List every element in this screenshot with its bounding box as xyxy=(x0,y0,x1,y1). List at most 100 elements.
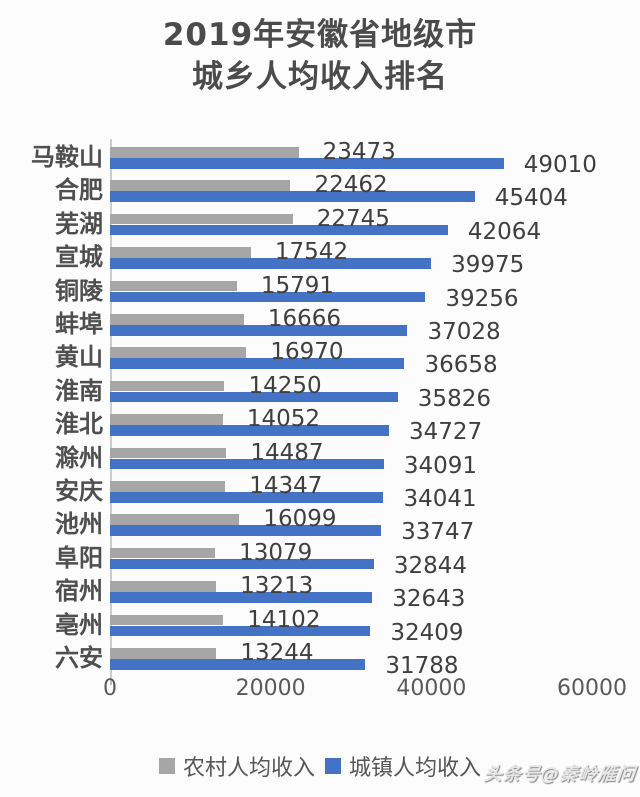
city-label: 宿州 xyxy=(55,577,103,606)
urban-bar xyxy=(110,425,389,436)
city-label: 马鞍山 xyxy=(31,143,103,171)
bar-row: 阜阳 13079 32844 xyxy=(0,539,640,579)
rural-value-label: 22745 xyxy=(316,205,390,232)
rural-bar xyxy=(110,280,237,292)
bar-row: 马鞍山 23473 49010 xyxy=(0,139,640,178)
city-label: 蚌埠 xyxy=(55,310,103,338)
city-label: 安庆 xyxy=(55,477,103,505)
rural-value-label: 16970 xyxy=(270,339,344,366)
rural-value-label: 16666 xyxy=(267,306,342,332)
y-axis-line xyxy=(110,139,112,679)
chart-title-line1: 2019年安徽省地级市 xyxy=(162,17,478,53)
urban-bar xyxy=(110,492,384,503)
rural-bar xyxy=(110,547,216,559)
x-axis-tick-label: 60000 xyxy=(557,676,627,701)
x-axis-zero-tick xyxy=(110,679,112,685)
urban-value-label: 34041 xyxy=(403,486,477,512)
bar-row: 滁州 14487 34091 xyxy=(0,439,640,479)
urban-bar xyxy=(110,191,475,202)
rural-bar xyxy=(110,213,293,225)
urban-value-label: 31788 xyxy=(385,653,459,679)
urban-bar xyxy=(110,291,426,303)
rural-value-label: 15791 xyxy=(260,272,335,299)
rural-legend-swatch-icon xyxy=(158,758,175,774)
urban-bar xyxy=(110,158,504,169)
rural-value-label: 17542 xyxy=(274,239,349,266)
rural-bar xyxy=(110,247,251,258)
city-label: 宣城 xyxy=(55,243,103,272)
rural-value-label: 13244 xyxy=(240,640,314,666)
bar-row: 蚌埠 16666 37028 xyxy=(0,306,640,345)
rural-value-label: 14347 xyxy=(249,473,323,499)
rural-value-label: 23473 xyxy=(322,139,396,165)
rural-bar xyxy=(110,147,299,158)
urban-value-label: 49010 xyxy=(523,152,597,178)
watermark: 头条号@秦岭雁问 xyxy=(482,764,637,785)
urban-value-label: 35826 xyxy=(417,385,491,412)
bar-row: 芜湖 22745 42064 xyxy=(0,205,640,245)
bar-row: 六安 13244 31788 xyxy=(0,640,640,679)
city-label: 淮北 xyxy=(55,410,103,439)
x-axis-tick-label: 0 xyxy=(103,676,117,701)
urban-bar xyxy=(110,391,398,403)
urban-legend-label: 城镇人均收入 xyxy=(349,756,482,781)
bar-row: 淮北 14052 34727 xyxy=(0,406,640,445)
rural-bar xyxy=(110,414,223,425)
urban-value-label: 39256 xyxy=(445,285,519,312)
rural-bar xyxy=(110,447,227,459)
urban-legend-swatch-icon xyxy=(325,758,341,774)
chart-title-line2: 城乡人均收入排名 xyxy=(192,59,448,95)
rural-bar xyxy=(110,614,224,626)
legend-item-rural: 农村人均收入 xyxy=(158,750,315,782)
urban-bar xyxy=(110,224,448,236)
urban-bar xyxy=(110,258,432,269)
rural-value-label: 14487 xyxy=(250,439,324,466)
urban-value-label: 32409 xyxy=(390,619,464,646)
rural-value-label: 13079 xyxy=(239,539,313,566)
urban-value-label: 32844 xyxy=(393,552,468,579)
city-label: 铜陵 xyxy=(55,276,103,305)
urban-bar xyxy=(110,325,408,336)
rural-bar xyxy=(110,314,244,325)
bar-row: 淮南 14250 35826 xyxy=(0,373,640,412)
urban-value-label: 33747 xyxy=(401,519,475,546)
rural-legend-label: 农村人均收入 xyxy=(182,756,315,781)
urban-value-label: 36658 xyxy=(424,352,498,379)
rural-value-label: 13213 xyxy=(240,573,314,600)
urban-value-label: 34091 xyxy=(403,452,478,479)
bar-row: 安庆 14347 34041 xyxy=(0,473,640,512)
rural-value-label: 16099 xyxy=(263,506,337,533)
bar-row: 亳州 14102 32409 xyxy=(0,606,640,646)
bar-row: 合肥 22462 45404 xyxy=(0,172,640,211)
bar-row: 铜陵 15791 39256 xyxy=(0,272,640,312)
urban-bar xyxy=(110,458,384,470)
urban-value-label: 32643 xyxy=(392,586,466,613)
city-label: 合肥 xyxy=(55,176,103,205)
x-axis-tick-label: 20000 xyxy=(235,676,306,701)
urban-bar xyxy=(110,592,373,603)
x-axis-tick-label: 40000 xyxy=(396,676,467,701)
rural-value-label: 22462 xyxy=(314,172,388,199)
urban-bar xyxy=(110,525,382,536)
rural-value-label: 14102 xyxy=(247,606,321,633)
city-label: 芜湖 xyxy=(55,209,103,238)
rural-bar xyxy=(110,347,247,358)
legend: 农村人均收入 城镇人均收入 xyxy=(0,750,640,782)
rural-bar xyxy=(110,180,291,191)
urban-bar xyxy=(110,659,366,670)
rural-bar xyxy=(110,581,217,592)
urban-value-label: 39975 xyxy=(451,252,525,279)
city-label: 池州 xyxy=(55,510,103,539)
urban-value-label: 37028 xyxy=(427,319,501,345)
urban-bar xyxy=(110,625,371,637)
city-label: 滁州 xyxy=(55,443,103,472)
urban-bar xyxy=(110,358,405,369)
rural-bar xyxy=(110,380,225,392)
city-label: 亳州 xyxy=(55,610,103,639)
rural-bar xyxy=(110,514,240,525)
bar-row: 池州 16099 33747 xyxy=(0,506,640,545)
urban-value-label: 45404 xyxy=(494,185,568,212)
chart-title: 2019年安徽省地级市 城乡人均收入排名 xyxy=(0,14,640,98)
